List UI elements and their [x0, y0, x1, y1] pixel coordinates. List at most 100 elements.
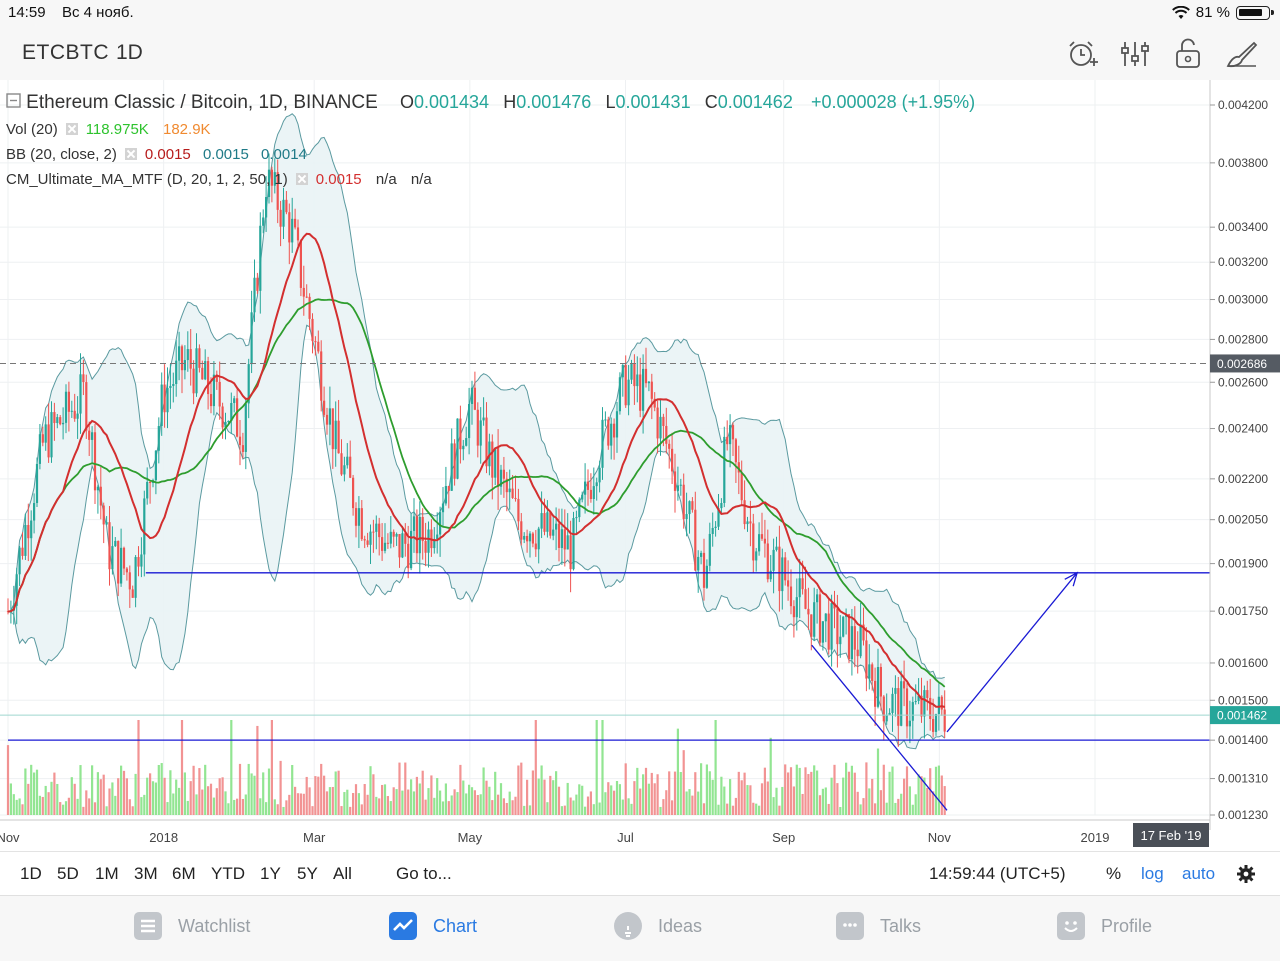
volume-bar: [792, 786, 795, 815]
period-5d[interactable]: 5D: [57, 864, 79, 883]
volume-bar: [604, 792, 607, 815]
volume-bar: [705, 764, 708, 815]
price-chart[interactable]: 0.004200 0.003800 0.003400 0.003200 0.003000…: [0, 80, 1280, 850]
volume-bar: [134, 773, 137, 815]
volume-bar: [717, 804, 720, 815]
volume-bar: [21, 804, 24, 815]
candle-body: [412, 516, 416, 531]
volume-bar: [586, 796, 590, 815]
tab-watchlist[interactable]: Watchlist: [134, 912, 250, 940]
candle-body: [937, 696, 940, 714]
volume-bar: [746, 785, 749, 815]
candle-body: [798, 578, 801, 598]
candle-body: [813, 602, 816, 637]
volume-bar: [514, 796, 517, 815]
period-1y[interactable]: 1Y: [260, 864, 281, 883]
candle-body: [688, 501, 691, 515]
candle-body: [314, 341, 317, 343]
tab-profile[interactable]: Profile: [1057, 912, 1152, 940]
period-6m[interactable]: 6M: [172, 864, 196, 883]
alarm-add-icon[interactable]: [1064, 36, 1100, 72]
tab-chart[interactable]: Chart: [389, 912, 477, 940]
remove-study-icon[interactable]: [124, 148, 137, 160]
candle-body: [305, 296, 308, 298]
volume-bar: [67, 797, 70, 815]
candle-body: [70, 410, 73, 412]
candle-body: [354, 508, 358, 526]
volume-bar: [56, 783, 59, 815]
remove-study-icon[interactable]: [65, 123, 78, 135]
candle-body: [299, 240, 302, 288]
volume-bar: [352, 793, 355, 815]
drawing-tools-icon[interactable]: [1223, 36, 1259, 72]
tab-ideas[interactable]: Ideas: [614, 912, 702, 940]
remove-study-icon[interactable]: [295, 173, 308, 185]
volume-bar: [241, 798, 244, 815]
candle-body: [27, 524, 30, 539]
chart-area[interactable]: 0.004200 0.003800 0.003400 0.003200 0.003000…: [0, 80, 1280, 850]
log-scale-toggle[interactable]: log: [1141, 864, 1164, 883]
candle-body: [885, 714, 888, 722]
candle-body: [21, 547, 24, 556]
price-scale: 0.004200 0.003800 0.003400 0.003200 0.003000…: [1209, 80, 1280, 850]
volume-bar: [726, 803, 729, 815]
legend-cm-ma: CM_Ultimate_MA_MTF (D, 20, 1, 2, 50, 1) 0…: [6, 171, 432, 188]
auto-scale-toggle[interactable]: auto: [1182, 864, 1216, 883]
volume-bar: [508, 791, 511, 815]
ohlc-low-label: L: [605, 92, 616, 112]
period-ytd[interactable]: YTD: [211, 864, 245, 883]
period-all[interactable]: All: [333, 864, 352, 883]
candle-body: [760, 534, 764, 539]
volume-bar: [441, 801, 445, 815]
go-to-date-button[interactable]: Go to...: [396, 864, 452, 883]
tab-talks[interactable]: Talks: [836, 912, 921, 940]
volume-bar: [934, 766, 938, 815]
volume-bar: [212, 797, 215, 815]
interval-selector[interactable]: 1D: [116, 41, 143, 64]
volume-bar: [337, 770, 340, 815]
volume-bar: [340, 806, 343, 815]
volume-ma-value: 182.9K: [163, 121, 211, 138]
volume-bar: [33, 772, 36, 815]
candle-body: [499, 469, 503, 487]
volume-bar: [439, 790, 442, 815]
candle-body: [856, 649, 859, 657]
volume-bar: [845, 762, 848, 815]
volume-bar: [560, 806, 563, 815]
period-5y[interactable]: 5Y: [297, 864, 318, 883]
volume-bar: [943, 786, 946, 815]
settings-gear-icon[interactable]: [1236, 864, 1256, 884]
period-3m[interactable]: 3M: [134, 864, 158, 883]
price-tick-label: 0.002200: [1218, 472, 1268, 486]
period-1d[interactable]: 1D: [20, 864, 42, 883]
symbol-selector[interactable]: ETCBTC: [22, 41, 109, 64]
volume-bar: [598, 802, 601, 815]
candle-body: [566, 535, 569, 550]
percent-scale-toggle[interactable]: %: [1106, 864, 1122, 883]
candle-body: [93, 432, 97, 491]
candle-body: [183, 360, 186, 371]
candle-body: [453, 443, 456, 479]
candle-body: [897, 688, 900, 726]
volume-bar: [250, 773, 253, 815]
candle-body: [871, 664, 874, 681]
volume-bar: [398, 762, 401, 815]
volume-bar: [149, 773, 152, 815]
indicators-icon[interactable]: [1117, 36, 1153, 72]
collapse-legend-icon[interactable]: [6, 93, 22, 109]
timezone-clock[interactable]: 14:59:44 (UTC+5): [929, 864, 1066, 883]
volume-bar: [926, 787, 929, 815]
volume-bar: [215, 788, 218, 815]
candle-body: [511, 488, 514, 498]
unlock-icon[interactable]: [1170, 36, 1206, 72]
time-tick-label: Nov: [928, 830, 952, 845]
candle-body: [131, 589, 134, 598]
candle-body: [436, 534, 439, 539]
candle-body: [642, 368, 645, 411]
volume-bar: [702, 803, 706, 815]
candle-body: [192, 368, 195, 394]
period-1m[interactable]: 1M: [95, 864, 119, 883]
candle-body: [914, 701, 917, 703]
candle-body: [508, 488, 511, 493]
volume-bar: [830, 777, 833, 815]
